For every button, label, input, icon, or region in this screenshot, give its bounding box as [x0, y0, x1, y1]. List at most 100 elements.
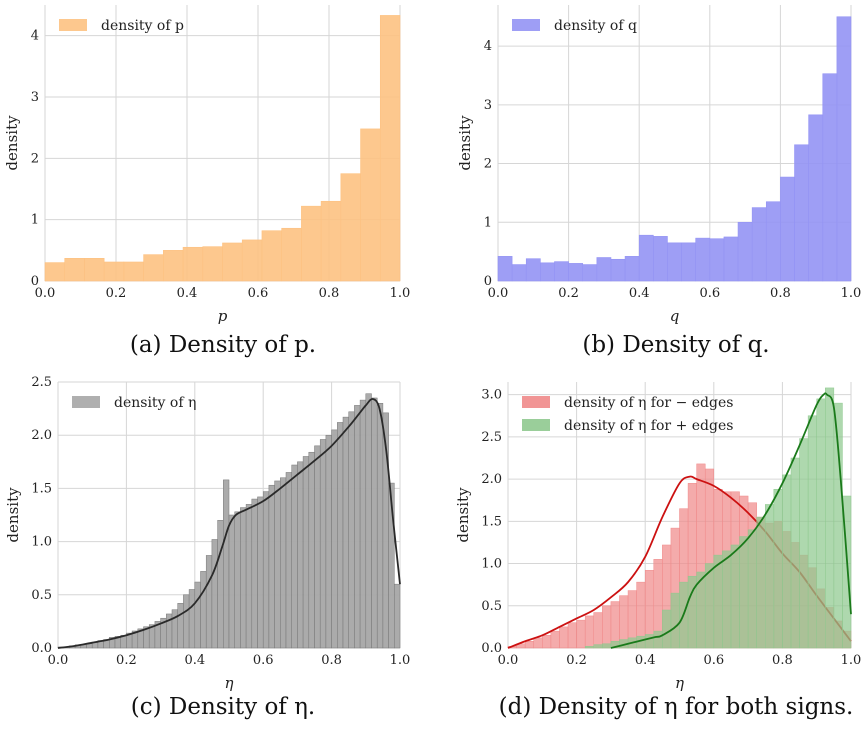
x-axis-label: q — [670, 307, 680, 325]
y-tick-label: 0 — [484, 274, 492, 289]
histogram-bar — [319, 439, 327, 649]
x-tick-label: 0.8 — [321, 653, 342, 668]
x-tick-label: 1.0 — [390, 286, 411, 301]
histogram-bar — [223, 479, 230, 649]
histogram-bar — [825, 387, 835, 649]
histogram-bar — [163, 250, 184, 282]
histogram-bar — [695, 237, 711, 282]
x-tick-label: 0.8 — [772, 653, 793, 668]
y-axis-label: density — [456, 115, 474, 171]
histogram-bar — [257, 496, 264, 649]
chart-d: 0.0 0.2 0.4 0.6 0.8 1.0 0.0 0.5 1.0 1.5 2.0 2.5 3.0 η… — [454, 382, 861, 720]
histogram-bar — [143, 254, 164, 282]
histogram-bar — [302, 456, 310, 649]
x-tick-label: 0.0 — [488, 286, 509, 301]
histogram-bar — [123, 261, 144, 282]
histogram-bar — [337, 422, 344, 649]
histogram-bar — [388, 482, 395, 649]
histogram-bar — [542, 635, 552, 649]
y-tick-label: 0.0 — [481, 641, 502, 656]
histogram-bar — [211, 539, 218, 649]
histogram-bar — [314, 445, 321, 649]
x-axis-label: η — [225, 674, 234, 692]
histogram-bar — [713, 554, 723, 649]
legend-label: density of η — [114, 395, 196, 411]
x-tick-label: 0.4 — [184, 653, 205, 668]
y-tick-label: 3 — [31, 90, 39, 105]
histogram-bar — [790, 457, 800, 649]
histogram-bar — [268, 484, 275, 649]
histogram-bar — [245, 504, 253, 649]
panel-caption: (c) Density of η. — [131, 694, 315, 720]
histogram-bar — [240, 507, 247, 649]
y-tick-label: 0 — [31, 274, 39, 289]
histogram-bar — [103, 261, 125, 282]
legend-swatch — [512, 19, 540, 31]
histogram-bar — [234, 511, 241, 649]
legend-label: density of q — [554, 18, 637, 34]
histogram-bar — [773, 488, 783, 649]
histogram-bar — [511, 264, 527, 282]
histogram-bar — [602, 643, 612, 649]
histogram-bar — [808, 114, 824, 282]
histogram-bar — [394, 583, 401, 649]
panel-caption: (d) Density of η for both signs. — [499, 694, 854, 720]
x-tick-label: 0.6 — [699, 286, 720, 301]
histogram-bar — [780, 176, 795, 282]
histogram-bar — [285, 472, 292, 649]
y-tick-label: 2 — [484, 157, 492, 172]
histogram-bar — [183, 594, 190, 649]
histogram-bar — [582, 264, 598, 282]
y-tick-label: 2.0 — [481, 472, 502, 487]
legend-swatch — [72, 396, 100, 408]
histogram-bar — [524, 640, 534, 649]
y-tick-label: 4 — [484, 39, 492, 54]
x-tick-label: 0.0 — [35, 286, 56, 301]
histogram-bar — [670, 592, 680, 649]
kde-line — [610, 392, 852, 649]
histogram-bar — [340, 173, 361, 282]
histogram-bar — [379, 15, 401, 282]
histogram-bar — [704, 563, 715, 649]
chart-c: 0.0 0.2 0.4 0.6 0.8 1.0 0.0 0.5 1.0 1.5 2.0 2.5 η den… — [4, 375, 410, 720]
x-tick-label: 0.0 — [498, 653, 519, 668]
x-tick-label: 0.4 — [629, 286, 650, 301]
x-tick-label: 0.4 — [177, 286, 198, 301]
histogram-bar — [730, 544, 740, 649]
y-tick-label: 1.0 — [31, 535, 52, 550]
histogram-bar — [747, 529, 757, 649]
legend-swatch — [59, 19, 87, 31]
histogram-bar — [182, 246, 204, 282]
histogram-bar — [794, 144, 809, 282]
y-tick-label: 3.0 — [481, 388, 502, 403]
histogram-bar — [584, 646, 594, 649]
legend: density of η for − edges density of η for… — [522, 395, 733, 434]
y-tick-label: 2.0 — [31, 428, 52, 443]
histogram-bar — [280, 477, 287, 649]
histogram-bar — [194, 581, 201, 649]
y-axis-label: density — [3, 115, 21, 171]
histogram-bar — [799, 438, 809, 649]
histogram-bar — [765, 201, 781, 282]
x-axis-label: η — [675, 674, 684, 692]
series-0 — [497, 16, 852, 282]
histogram-bar — [667, 242, 682, 282]
y-tick-label: 1.0 — [481, 557, 502, 572]
histogram-bar — [64, 258, 85, 282]
histogram-bar — [568, 263, 584, 282]
panel-caption: (b) Density of q. — [582, 332, 769, 358]
histogram-bar — [836, 16, 852, 282]
x-axis-label: p — [218, 307, 228, 325]
histogram-bar — [756, 516, 766, 649]
histogram-bar — [84, 258, 105, 282]
y-tick-label: 4 — [31, 29, 39, 44]
histogram-bar — [540, 262, 555, 282]
legend-label: density of η for + edges — [564, 418, 733, 434]
histogram-bar — [822, 73, 838, 282]
legend: density of q — [512, 18, 637, 34]
histogram-bar — [359, 399, 367, 649]
histogram-bar — [261, 230, 282, 282]
histogram-bar — [228, 514, 235, 649]
histogram-bar — [842, 495, 852, 649]
